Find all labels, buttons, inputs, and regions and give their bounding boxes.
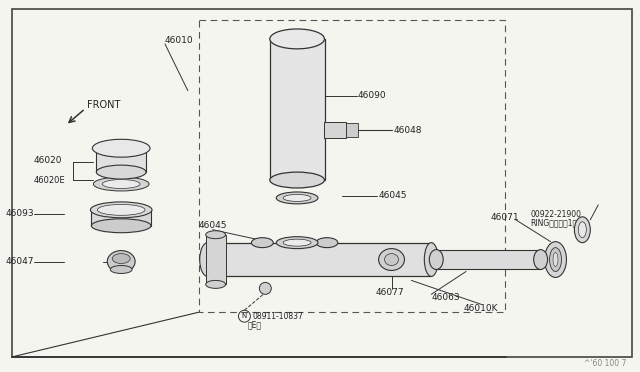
Ellipse shape xyxy=(429,250,444,269)
Ellipse shape xyxy=(284,195,311,201)
Bar xyxy=(324,122,346,138)
Ellipse shape xyxy=(276,237,318,248)
Ellipse shape xyxy=(575,217,590,243)
Text: FRONT: FRONT xyxy=(88,99,121,109)
Ellipse shape xyxy=(97,165,146,179)
Circle shape xyxy=(259,282,271,294)
Text: 46045: 46045 xyxy=(199,221,227,230)
Ellipse shape xyxy=(270,29,324,49)
Text: RINGリング（1）: RINGリング（1） xyxy=(531,218,578,227)
Ellipse shape xyxy=(550,248,561,272)
Text: 46093: 46093 xyxy=(5,209,34,218)
Text: 46048: 46048 xyxy=(394,126,422,135)
Ellipse shape xyxy=(252,238,273,248)
Ellipse shape xyxy=(200,243,216,276)
Text: （E）: （E） xyxy=(248,321,261,330)
Ellipse shape xyxy=(276,192,318,204)
Text: 46010: 46010 xyxy=(165,36,193,45)
Text: 46010K: 46010K xyxy=(463,304,497,313)
Ellipse shape xyxy=(205,231,225,239)
Text: 46045: 46045 xyxy=(379,192,407,201)
Ellipse shape xyxy=(385,254,399,266)
Text: ^'60 100 7: ^'60 100 7 xyxy=(584,359,626,368)
Text: N: N xyxy=(242,313,247,319)
Ellipse shape xyxy=(92,219,151,233)
Text: 46063: 46063 xyxy=(431,293,460,302)
Bar xyxy=(270,39,325,180)
Bar xyxy=(436,250,541,269)
Ellipse shape xyxy=(97,204,145,215)
Ellipse shape xyxy=(112,254,130,263)
Text: 46090: 46090 xyxy=(358,91,387,100)
Ellipse shape xyxy=(90,202,152,218)
Ellipse shape xyxy=(270,172,324,188)
Ellipse shape xyxy=(108,251,135,272)
Bar xyxy=(199,20,505,312)
Ellipse shape xyxy=(284,239,311,246)
Ellipse shape xyxy=(110,266,132,273)
Text: 46071: 46071 xyxy=(491,213,520,222)
Ellipse shape xyxy=(205,280,225,288)
Text: 46020: 46020 xyxy=(34,155,62,165)
Ellipse shape xyxy=(316,238,338,248)
Bar xyxy=(97,148,146,172)
Ellipse shape xyxy=(579,222,586,238)
Ellipse shape xyxy=(93,177,149,191)
Text: 46077: 46077 xyxy=(376,288,404,297)
Bar xyxy=(346,124,358,137)
Text: 08911-10837: 08911-10837 xyxy=(252,312,303,321)
Ellipse shape xyxy=(424,243,438,276)
Bar xyxy=(207,243,431,276)
Bar xyxy=(205,235,225,284)
Text: 00922-21900: 00922-21900 xyxy=(531,210,582,219)
Ellipse shape xyxy=(534,250,548,269)
Ellipse shape xyxy=(553,253,558,266)
Ellipse shape xyxy=(92,139,150,157)
Text: 46047: 46047 xyxy=(5,257,34,266)
Bar xyxy=(92,210,151,226)
Ellipse shape xyxy=(379,248,404,270)
Text: 46020E: 46020E xyxy=(34,176,65,185)
Ellipse shape xyxy=(102,180,140,189)
Ellipse shape xyxy=(545,242,566,278)
